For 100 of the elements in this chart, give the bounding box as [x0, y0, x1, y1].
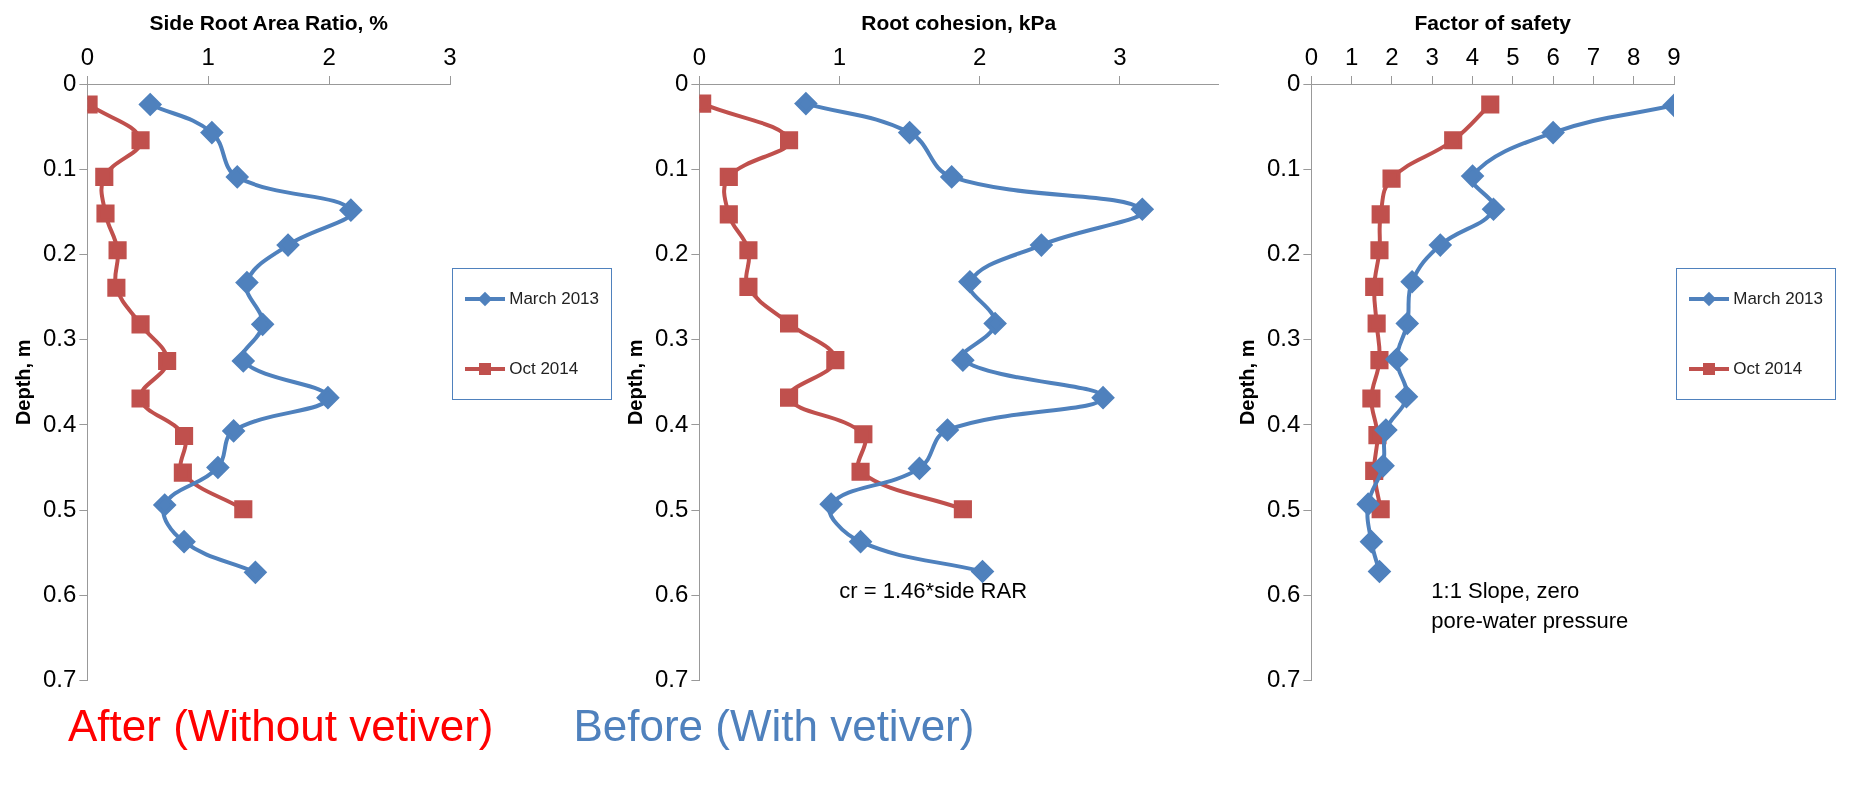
point [173, 530, 196, 553]
y-tick-label: 0.7 [654, 665, 689, 693]
point [854, 425, 873, 444]
point [739, 241, 758, 260]
point [1357, 493, 1380, 516]
y-tick-label: 0.6 [1266, 580, 1301, 607]
point [200, 121, 223, 144]
legend-label: Oct 2014 [1733, 359, 1803, 379]
y-tick-label: 0.1 [1266, 153, 1301, 181]
point [206, 456, 229, 479]
point [1365, 277, 1384, 296]
point [826, 351, 845, 370]
point [780, 388, 799, 407]
y-tick-label: 0.3 [654, 324, 689, 352]
point [251, 313, 274, 336]
y-tick-label: 0.2 [1266, 239, 1301, 267]
y-tick-label: 0 [63, 68, 77, 96]
point [1092, 386, 1115, 409]
point [95, 167, 114, 186]
point [1371, 205, 1390, 224]
y-tick-label: 0.1 [42, 153, 77, 181]
y-tick-label: 0.3 [1266, 324, 1301, 352]
point [1382, 169, 1401, 188]
annotation: cr = 1.46*side RAR [839, 577, 1028, 603]
y-axis-title: Depth, m [1235, 339, 1258, 426]
point [153, 494, 176, 517]
point [1395, 385, 1418, 408]
x-tick-label: 2 [1385, 43, 1399, 71]
y-axis-title: Depth, m [11, 339, 34, 426]
y-tick-label: 0.4 [654, 409, 689, 437]
point [851, 462, 870, 481]
x-tick-label: 7 [1586, 43, 1601, 71]
x-tick-label: 8 [1627, 43, 1641, 71]
point [131, 315, 150, 334]
y-tick-label: 0.6 [654, 580, 689, 607]
point [1401, 270, 1424, 293]
point [780, 131, 799, 150]
point [158, 351, 177, 371]
point [719, 167, 738, 186]
y-tick-label: 0.5 [1266, 494, 1301, 522]
point [96, 204, 115, 223]
annotation: 1:1 Slope, zero pore-water pressure [1431, 577, 1629, 633]
y-tick-label: 0.3 [42, 324, 77, 352]
point [107, 278, 126, 297]
point [277, 234, 300, 257]
point [339, 199, 362, 222]
point [1396, 312, 1419, 335]
point [719, 205, 738, 224]
point [958, 270, 981, 293]
x-tick-label: 2 [322, 43, 336, 71]
x-axis-title: Root cohesion, kPa [861, 11, 1057, 35]
y-tick-label: 0.4 [42, 409, 77, 437]
y-tick-label: 0.1 [654, 153, 689, 181]
text: Before (With vetiver) [573, 700, 975, 752]
x-tick-label: 6 [1546, 43, 1560, 71]
x-tick-label: 1 [201, 43, 215, 71]
point [139, 93, 162, 116]
point [936, 419, 959, 442]
y-axis-title: Depth, m [623, 339, 646, 426]
x-tick-label: 0 [1304, 43, 1319, 71]
point [235, 271, 258, 294]
point [1429, 234, 1452, 257]
point [1362, 389, 1381, 408]
y-tick-label: 0.5 [42, 494, 77, 522]
x-tick-label: 0 [692, 43, 707, 71]
x-tick-label: 2 [973, 43, 987, 71]
x-tick-label: 3 [443, 43, 457, 71]
y-tick-label: 0 [1287, 68, 1301, 96]
point [1481, 95, 1500, 114]
point [984, 312, 1007, 335]
point [131, 389, 150, 408]
point [175, 426, 194, 446]
legend-label: March 2013 [509, 289, 599, 309]
point [1360, 530, 1383, 553]
point [234, 500, 253, 519]
point [1370, 241, 1389, 260]
point [108, 241, 127, 260]
point [244, 561, 267, 584]
point [1374, 419, 1397, 442]
point [898, 121, 921, 144]
point [1030, 234, 1053, 257]
x-tick-label: 1 [1344, 43, 1359, 71]
point [1482, 198, 1505, 221]
point [1444, 131, 1463, 150]
x-tick-label: 0 [80, 43, 95, 71]
legend-label: Oct 2014 [509, 359, 579, 379]
legend-label: March 2013 [1733, 289, 1823, 309]
x-axis-title: Side Root Area Ratio, % [149, 11, 389, 35]
point [1542, 121, 1565, 144]
point [780, 314, 799, 333]
text: After (Without vetiver) [68, 700, 494, 752]
point [820, 493, 843, 516]
point [971, 560, 994, 583]
point [953, 500, 972, 519]
point [1370, 351, 1389, 370]
point [222, 419, 245, 442]
point [940, 165, 963, 188]
point [739, 277, 758, 296]
y-tick-label: 0.2 [654, 239, 689, 267]
point [1385, 348, 1408, 371]
